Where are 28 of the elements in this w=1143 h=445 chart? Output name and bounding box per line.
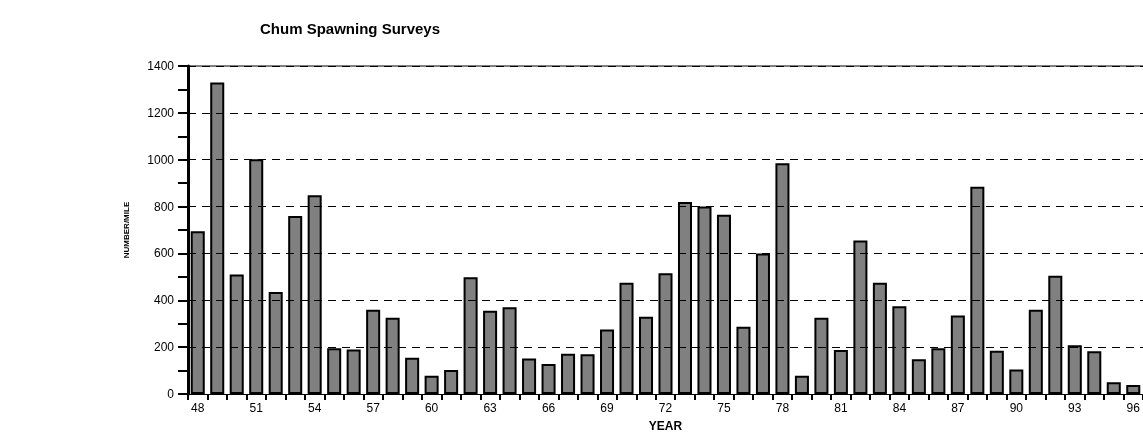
x-tick-label: 72 [658, 401, 673, 415]
y-tick-label: 600 [153, 246, 175, 261]
x-tick-label: 87 [951, 401, 965, 415]
x-tick-label: 66 [541, 401, 556, 415]
y-tick-label: 1400 [147, 59, 175, 73]
x-tick-label: 48 [191, 401, 205, 415]
y-tick-label: 1000 [147, 152, 175, 167]
x-tick-label: 81 [834, 401, 848, 415]
y-tick-label: 200 [153, 340, 175, 355]
x-tick-label: 75 [717, 401, 731, 415]
x-tick-label: 57 [366, 401, 381, 415]
y-tick-label: 1200 [147, 105, 175, 120]
x-tick-label: 93 [1068, 401, 1082, 415]
x-axis-title: YEAR [648, 419, 683, 433]
x-tick-label: 90 [1009, 401, 1024, 415]
y-tick-label: 0 [167, 387, 175, 401]
x-tick-label: 54 [308, 401, 322, 415]
x-tick-label: 96 [1126, 401, 1141, 415]
x-tick-label: 69 [600, 401, 615, 415]
x-tick-label: 84 [892, 401, 907, 415]
x-tick-label: 63 [483, 401, 498, 415]
x-tick-label: 60 [424, 401, 439, 415]
chart-title: Chum Spawning Surveys [260, 20, 441, 37]
y-tick-label: 400 [153, 293, 175, 308]
x-tick-label: 51 [249, 401, 264, 415]
y-tick-label: 800 [153, 199, 175, 214]
y-axis-title: NUMBER/MILE [121, 201, 131, 259]
x-tick-label: 78 [775, 401, 790, 415]
